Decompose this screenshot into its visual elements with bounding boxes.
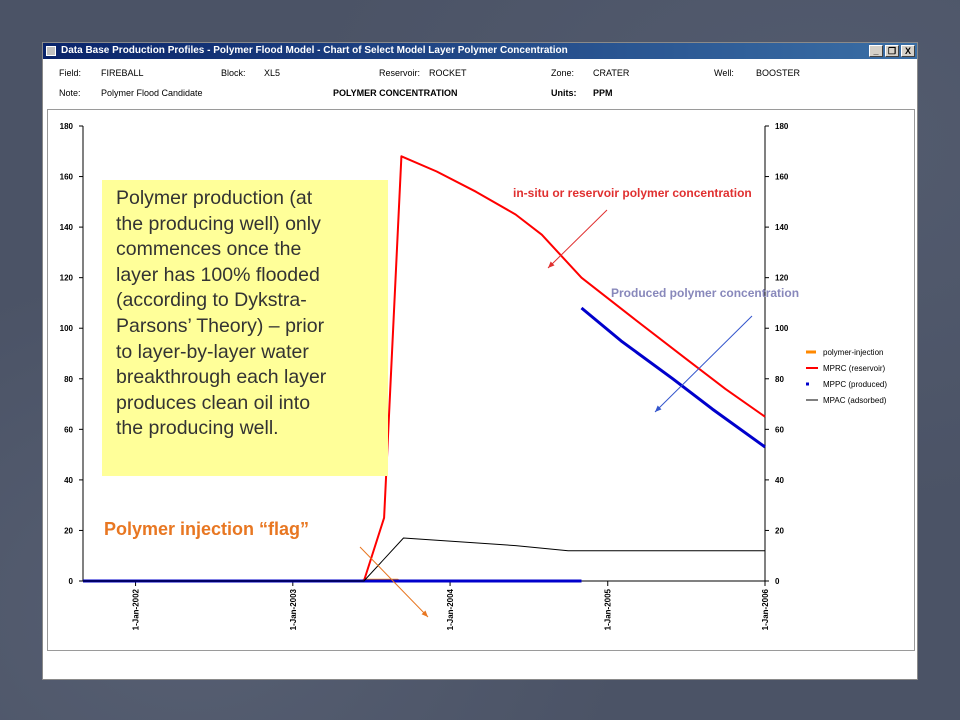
well-label: Well: xyxy=(714,68,734,78)
maximize-button[interactable]: ❐ xyxy=(885,45,899,57)
reservoir-value: ROCKET xyxy=(429,68,467,78)
units-label: Units: xyxy=(551,88,577,98)
y-tick-label: 0 xyxy=(69,577,74,586)
produced-arrow xyxy=(654,315,753,413)
minimize-button[interactable]: _ xyxy=(869,45,883,57)
zone-label: Zone: xyxy=(551,68,575,78)
series-mpac-adsorbed xyxy=(83,537,765,582)
x-tick-label: 1-Jan-2003 xyxy=(289,588,298,630)
y-tick-label: 180 xyxy=(775,122,789,131)
y-tick-label: 40 xyxy=(775,476,784,485)
y-tick-label: 100 xyxy=(60,324,74,333)
x-tick-label: 1-Jan-2006 xyxy=(761,588,770,630)
injection-flag-arrow xyxy=(359,546,429,618)
callout-line: breakthrough each layer xyxy=(116,366,327,389)
field-value: FIREBALL xyxy=(101,68,144,78)
y-tick-label: 20 xyxy=(775,526,784,535)
callout-line: commences once the xyxy=(116,238,302,261)
injection-flag-label: Polymer injection “flag” xyxy=(104,519,310,539)
block-value: XL5 xyxy=(264,68,281,78)
y-tick-label: 140 xyxy=(60,223,74,232)
note-label: Note: xyxy=(59,88,81,98)
reservoir-arrow xyxy=(547,209,608,269)
legend-entry: MPPC (produced) xyxy=(823,380,887,389)
y-tick-label: 40 xyxy=(64,476,73,485)
callout-line: the producing well. xyxy=(116,417,279,440)
window-title: Data Base Production Profiles - Polymer … xyxy=(61,45,568,56)
series-mppc-produced-late xyxy=(580,306,766,449)
callout-line: to layer-by-layer water xyxy=(116,340,309,363)
units-value: PPM xyxy=(593,88,613,98)
produced-concentration-label: Produced polymer concentration xyxy=(611,286,800,300)
callout-line: produces clean oil into xyxy=(116,391,311,414)
y-tick-label: 80 xyxy=(775,375,784,384)
reservoir-concentration-label: in-situ or reservoir polymer concentrati… xyxy=(513,186,752,200)
y-tick-label: 120 xyxy=(775,274,789,283)
y-tick-label: 20 xyxy=(64,526,73,535)
y-tick-label: 180 xyxy=(60,122,74,131)
x-tick-label: 1-Jan-2002 xyxy=(132,588,141,630)
y-tick-label: 0 xyxy=(775,577,780,586)
y-tick-label: 160 xyxy=(775,173,789,182)
reservoir-label: Reservoir: xyxy=(379,68,421,78)
close-button[interactable]: X xyxy=(901,45,915,57)
note-value: Polymer Flood Candidate xyxy=(101,88,203,98)
well-value: BOOSTER xyxy=(756,68,801,78)
chart-title: POLYMER CONCENTRATION xyxy=(333,88,458,98)
explanation-callout: Polymer production (at the producing wel… xyxy=(102,180,388,476)
field-label: Field: xyxy=(59,68,82,78)
y-tick-label: 120 xyxy=(60,274,74,283)
block-label: Block: xyxy=(221,68,246,78)
callout-line: the producing well) only xyxy=(116,212,321,235)
y-tick-label: 100 xyxy=(775,324,789,333)
series-mprc-reservoir xyxy=(83,155,766,582)
callout-line: layer has 100% flooded xyxy=(116,263,320,286)
produced-arrow-head xyxy=(655,405,662,412)
legend-entry: MPAC (adsorbed) xyxy=(823,396,887,405)
reservoir-arrow-head xyxy=(548,261,555,268)
y-tick-label: 60 xyxy=(775,425,784,434)
y-tick-label: 60 xyxy=(64,425,73,434)
y-tick-label: 140 xyxy=(775,223,789,232)
zone-value: CRATER xyxy=(593,68,630,78)
legend-entry: MPRC (reservoir) xyxy=(823,364,886,373)
x-tick-label: 1-Jan-2004 xyxy=(446,588,455,630)
callout-line: Polymer production (at xyxy=(116,187,313,209)
legend-entry: polymer-injection xyxy=(823,348,883,357)
injection-flag-arrow-head xyxy=(421,610,428,617)
window-titlebar[interactable]: Data Base Production Profiles - Polymer … xyxy=(43,43,917,59)
callout-line: (according to Dykstra- xyxy=(116,289,307,312)
y-tick-label: 160 xyxy=(60,173,74,182)
x-tick-label: 1-Jan-2005 xyxy=(604,588,613,630)
y-tick-label: 80 xyxy=(64,375,73,384)
app-icon xyxy=(46,46,56,56)
callout-line: Parsons’ Theory) – prior xyxy=(116,314,325,337)
